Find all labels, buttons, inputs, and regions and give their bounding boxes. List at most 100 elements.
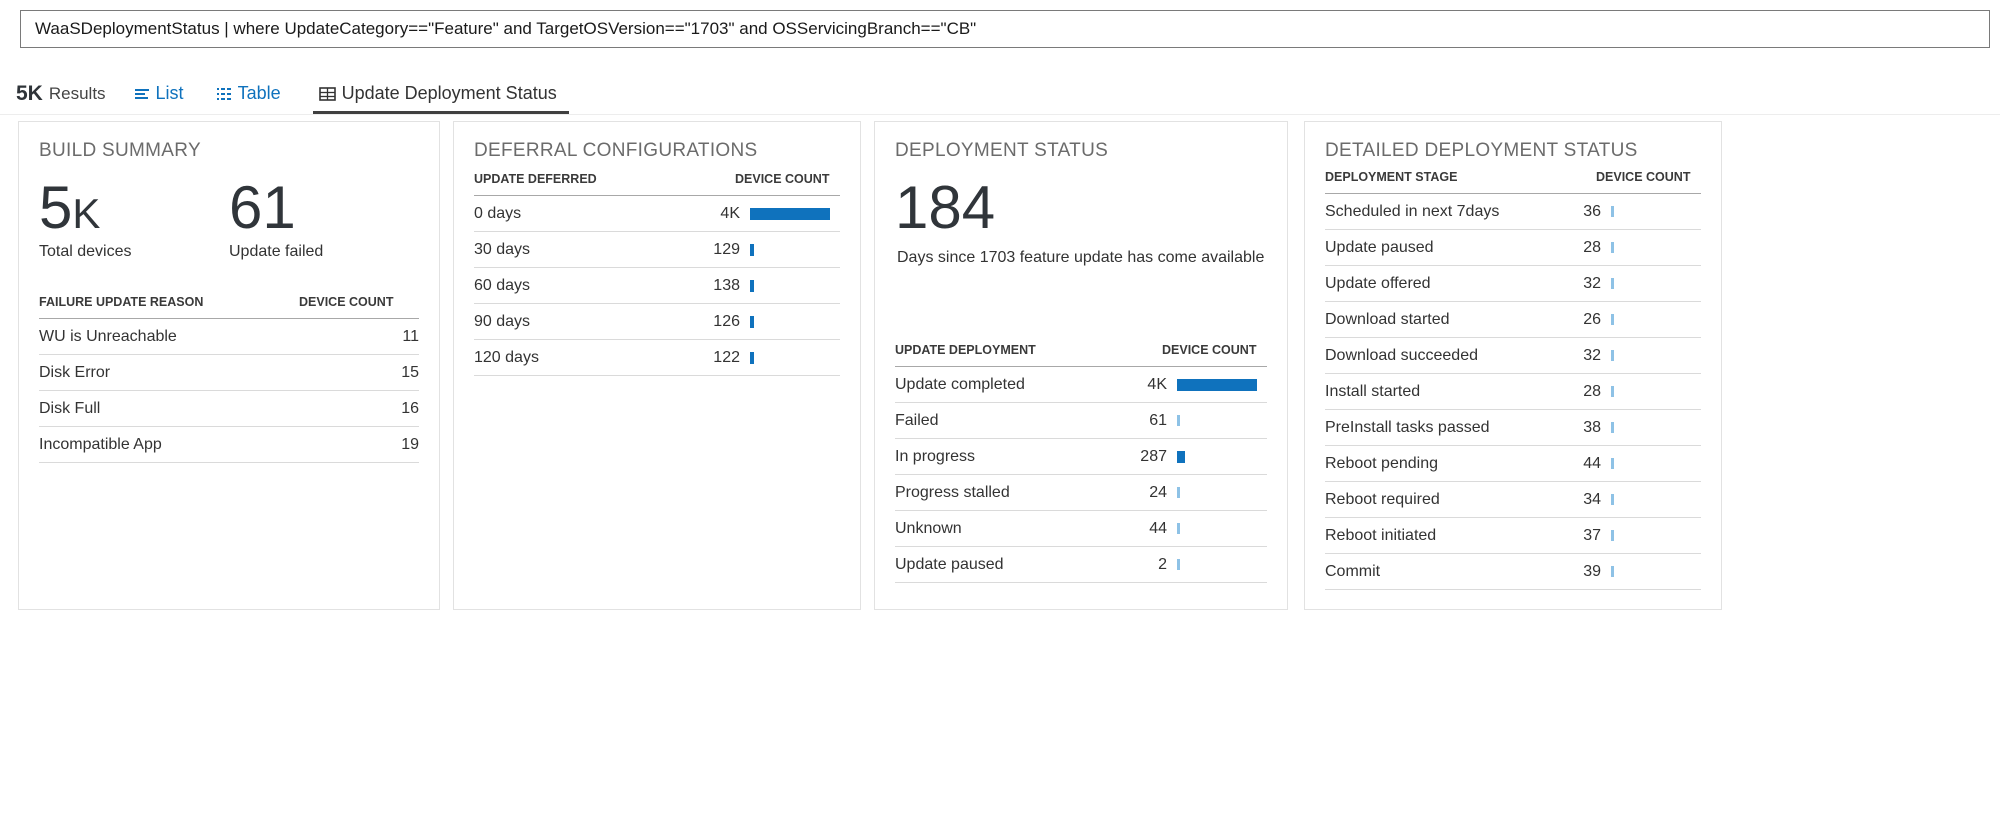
- table-row[interactable]: Download started 26: [1325, 302, 1701, 338]
- row-count-cell: 11: [299, 328, 419, 346]
- row-value: 61: [1149, 411, 1167, 429]
- row-count-cell: 38: [1536, 419, 1701, 437]
- row-value: 122: [713, 348, 740, 366]
- column-header: DEVICE COUNT: [735, 172, 830, 186]
- count-bar: [1611, 494, 1614, 505]
- count-bar: [1177, 450, 1185, 463]
- table-row[interactable]: Update completed 4K: [895, 367, 1267, 403]
- row-value: 34: [1583, 490, 1601, 508]
- row-count-cell: 32: [1536, 347, 1701, 365]
- row-label: Scheduled in next 7days: [1325, 202, 1500, 220]
- table-row[interactable]: Unknown 44: [895, 511, 1267, 547]
- row-label: 30 days: [474, 240, 531, 258]
- tab-list[interactable]: List: [128, 73, 190, 114]
- table-row[interactable]: PreInstall tasks passed 38: [1325, 410, 1701, 446]
- update-failed-stat: 61 Update failed: [229, 176, 419, 261]
- table-row[interactable]: Disk Full 16: [39, 391, 419, 427]
- count-bar: [1611, 242, 1614, 253]
- row-value: 11: [402, 327, 419, 345]
- table-row[interactable]: Update offered 32: [1325, 266, 1701, 302]
- table-row[interactable]: Reboot pending 44: [1325, 446, 1701, 482]
- count-bar: [1611, 422, 1614, 433]
- table-row[interactable]: 120 days 122: [474, 340, 840, 376]
- count-bar: [750, 279, 754, 292]
- build-summary-stats: 5K Total devices 61 Update failed: [39, 176, 419, 261]
- row-label: Progress stalled: [895, 483, 1010, 501]
- column-header: DEVICE COUNT: [299, 295, 394, 309]
- table-row[interactable]: Commit 39: [1325, 554, 1701, 590]
- row-label: Download started: [1325, 310, 1450, 328]
- row-count-cell: 32: [1536, 275, 1701, 293]
- row-label: Download succeeded: [1325, 346, 1478, 364]
- row-value: 126: [713, 312, 740, 330]
- tab-uds-label: Update Deployment Status: [341, 83, 557, 103]
- row-value: 44: [1583, 454, 1601, 472]
- row-bar: [740, 207, 840, 220]
- table-row[interactable]: Disk Error 15: [39, 355, 419, 391]
- row-value: 37: [1583, 526, 1601, 544]
- row-bar: [1601, 314, 1701, 325]
- row-bar: [740, 279, 840, 292]
- row-count-cell: 126: [675, 313, 840, 331]
- tab-list-label: List: [155, 83, 184, 103]
- row-count-cell: 19: [299, 436, 419, 454]
- row-value: 39: [1583, 562, 1601, 580]
- row-label: Update completed: [895, 375, 1025, 393]
- row-value: 28: [1583, 238, 1601, 256]
- tab-update-deployment-status[interactable]: Update Deployment Status: [312, 73, 569, 114]
- row-value: 16: [401, 399, 419, 417]
- table-row[interactable]: Reboot initiated 37: [1325, 518, 1701, 554]
- table-row[interactable]: Reboot required 34: [1325, 482, 1701, 518]
- count-bar: [1177, 378, 1257, 391]
- count-bar: [1611, 530, 1614, 541]
- column-header: FAILURE UPDATE REASON: [39, 295, 204, 309]
- row-bar: [740, 351, 840, 364]
- row-count-cell: 138: [675, 277, 840, 295]
- tab-table[interactable]: Table: [210, 73, 287, 114]
- table-row[interactable]: In progress 287: [895, 439, 1267, 475]
- row-bar: [1167, 415, 1267, 426]
- row-label: Disk Full: [39, 399, 101, 417]
- tab-table-label: Table: [237, 83, 281, 103]
- table-row[interactable]: Incompatible App 19: [39, 427, 419, 463]
- deployment-stage-table: DEPLOYMENT STAGE DEVICE COUNT Scheduled …: [1325, 170, 1701, 590]
- table-header: UPDATE DEPLOYMENT DEVICE COUNT: [895, 343, 1267, 367]
- row-label: 0 days: [474, 204, 522, 222]
- row-value: 4K: [720, 204, 740, 222]
- row-value: 2: [1158, 555, 1167, 573]
- total-devices-label: Total devices: [39, 243, 132, 260]
- table-row[interactable]: Failed 61: [895, 403, 1267, 439]
- row-count-cell: 44: [1102, 520, 1267, 538]
- table-row[interactable]: Update paused 28: [1325, 230, 1701, 266]
- row-value: 129: [713, 240, 740, 258]
- table-row[interactable]: 30 days 129: [474, 232, 840, 268]
- update-failed-value: 61: [229, 174, 296, 241]
- deferral-table: UPDATE DEFERRED DEVICE COUNT 0 days 4K 3…: [474, 172, 840, 376]
- count-bar: [1177, 487, 1180, 498]
- row-value: 26: [1583, 310, 1601, 328]
- row-count-cell: 129: [675, 241, 840, 259]
- detailed-deployment-status-card: DETAILED DEPLOYMENT STATUS DEPLOYMENT ST…: [1304, 121, 1722, 610]
- count-bar: [1611, 350, 1614, 361]
- row-count-cell: 2: [1102, 556, 1267, 574]
- panel-title: DEPLOYMENT STATUS: [895, 140, 1109, 161]
- table-row[interactable]: Update paused 2: [895, 547, 1267, 583]
- count-bar: [1177, 559, 1180, 570]
- row-label: Update paused: [895, 555, 1004, 573]
- row-label: Install started: [1325, 382, 1421, 400]
- table-row[interactable]: Scheduled in next 7days 36: [1325, 194, 1701, 230]
- table-row[interactable]: 90 days 126: [474, 304, 840, 340]
- count-bar: [1177, 415, 1180, 426]
- query-input[interactable]: [20, 10, 1990, 48]
- table-row[interactable]: WU is Unreachable 11: [39, 319, 419, 355]
- row-bar: [1601, 530, 1701, 541]
- table-row[interactable]: 0 days 4K: [474, 196, 840, 232]
- table-row[interactable]: Install started 28: [1325, 374, 1701, 410]
- table-row[interactable]: 60 days 138: [474, 268, 840, 304]
- table-row[interactable]: Progress stalled 24: [895, 475, 1267, 511]
- days-since-stat: 184: [895, 176, 1093, 239]
- failure-reason-table: FAILURE UPDATE REASON DEVICE COUNT WU is…: [39, 295, 419, 463]
- row-count-cell: 34: [1536, 491, 1701, 509]
- table-row[interactable]: Download succeeded 32: [1325, 338, 1701, 374]
- row-bar: [740, 243, 840, 256]
